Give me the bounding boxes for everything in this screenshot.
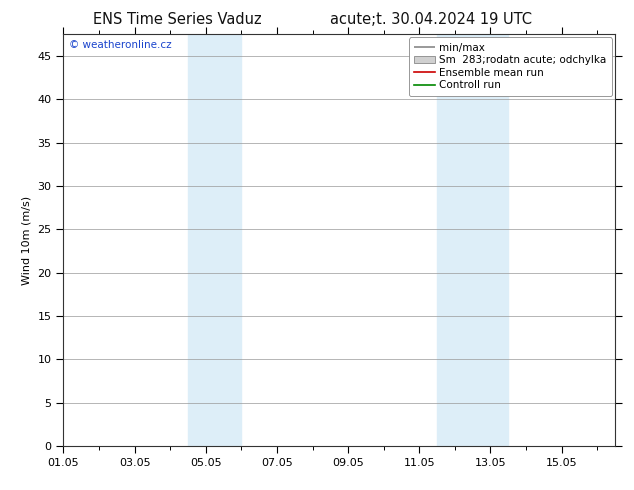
Text: ENS Time Series Vaduz: ENS Time Series Vaduz bbox=[93, 12, 262, 27]
Bar bbox=[188, 34, 242, 446]
Text: © weatheronline.cz: © weatheronline.cz bbox=[69, 41, 172, 50]
Y-axis label: Wind 10m (m/s): Wind 10m (m/s) bbox=[22, 196, 32, 285]
Legend: min/max, Sm  283;rodatn acute; odchylka, Ensemble mean run, Controll run: min/max, Sm 283;rodatn acute; odchylka, … bbox=[409, 37, 612, 96]
Bar bbox=[437, 34, 508, 446]
Text: acute;t. 30.04.2024 19 UTC: acute;t. 30.04.2024 19 UTC bbox=[330, 12, 532, 27]
